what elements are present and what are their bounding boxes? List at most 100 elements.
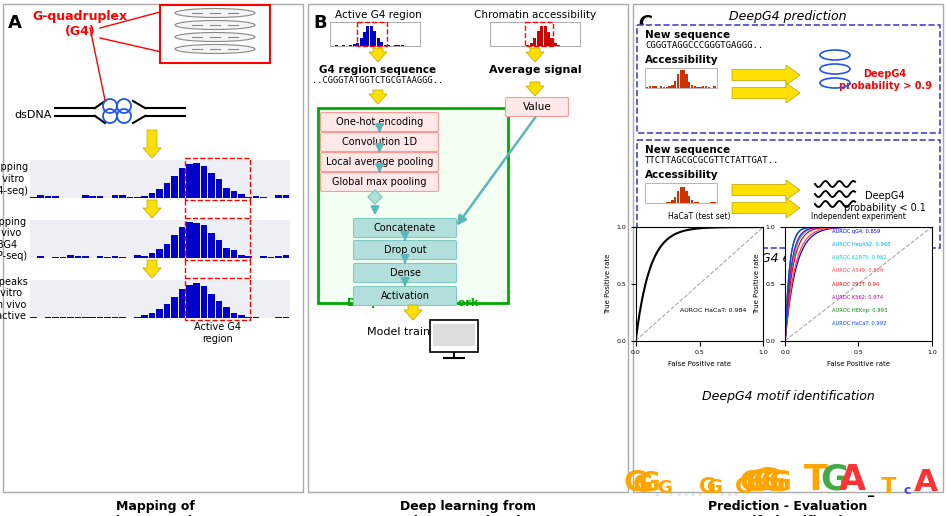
Bar [238, 194, 244, 198]
Bar [713, 86, 716, 88]
Text: Mapping
in vitro
(G4-seq): Mapping in vitro (G4-seq) [0, 163, 28, 196]
Text: G: G [735, 477, 753, 496]
Text: AUROC HaCaT: 0.984: AUROC HaCaT: 0.984 [680, 308, 746, 313]
Bar [645, 68, 717, 88]
Bar [283, 317, 289, 318]
Polygon shape [143, 130, 161, 158]
Ellipse shape [175, 21, 255, 29]
Text: T: T [804, 463, 828, 497]
Bar [216, 301, 222, 318]
Bar [679, 70, 682, 88]
Bar [179, 168, 185, 198]
Text: G-quadruplex
(G4): G-quadruplex (G4) [32, 10, 128, 38]
Text: c: c [721, 492, 724, 496]
Bar [397, 45, 400, 46]
Text: Convolution 1D: Convolution 1D [342, 137, 417, 147]
Bar [179, 228, 185, 258]
Bar [359, 38, 362, 46]
Bar [394, 45, 397, 46]
Bar [308, 4, 628, 492]
Text: c: c [677, 492, 680, 496]
Bar [275, 256, 282, 258]
Bar [44, 196, 51, 198]
Y-axis label: True Positive rate: True Positive rate [604, 253, 611, 314]
Bar [330, 22, 420, 46]
Bar [544, 26, 547, 46]
Bar [185, 278, 250, 320]
Text: G: G [769, 469, 792, 496]
Bar [104, 257, 111, 258]
Bar [490, 22, 580, 46]
Bar [201, 166, 207, 198]
Text: Deep neural network: Deep neural network [347, 298, 479, 308]
Text: G: G [752, 465, 779, 496]
Polygon shape [143, 200, 161, 218]
Bar [268, 256, 274, 258]
Bar [134, 197, 141, 198]
Bar [193, 283, 200, 318]
Bar [112, 317, 118, 318]
X-axis label: False Positive rate: False Positive rate [668, 361, 731, 367]
Bar [223, 248, 230, 258]
Bar [401, 45, 404, 46]
Text: DeepG4
probability > 0.9: DeepG4 probability > 0.9 [838, 69, 932, 91]
Bar [383, 45, 387, 46]
Bar [142, 256, 148, 258]
Bar [366, 26, 370, 46]
Bar [356, 43, 359, 46]
Bar [688, 196, 691, 203]
Bar [127, 197, 133, 198]
Polygon shape [526, 48, 544, 62]
Text: A: A [8, 14, 22, 32]
FancyBboxPatch shape [321, 112, 439, 132]
Bar [156, 189, 163, 198]
Bar [208, 233, 215, 258]
FancyBboxPatch shape [321, 133, 439, 152]
FancyBboxPatch shape [354, 286, 457, 305]
Bar [82, 196, 89, 198]
Text: AUROC K562: 0.974: AUROC K562: 0.974 [832, 295, 884, 300]
Bar [283, 195, 289, 198]
Text: B: B [313, 14, 326, 32]
Ellipse shape [175, 8, 255, 18]
Bar [705, 86, 708, 88]
Bar [119, 317, 126, 318]
Text: Accessibility: Accessibility [645, 170, 719, 180]
Bar [82, 256, 89, 258]
Bar [666, 202, 668, 203]
Text: New sequence: New sequence [645, 30, 730, 40]
Polygon shape [143, 260, 161, 278]
Bar [96, 256, 103, 258]
Text: G: G [745, 467, 771, 496]
Polygon shape [526, 82, 544, 96]
Text: Average signal: Average signal [489, 65, 581, 75]
Bar [96, 317, 103, 318]
Bar [149, 253, 155, 258]
Bar [134, 255, 141, 258]
Bar [253, 196, 259, 198]
Bar [551, 38, 553, 46]
Bar [231, 250, 237, 258]
Bar [685, 74, 688, 88]
Bar [186, 165, 193, 198]
Bar [637, 25, 940, 133]
FancyBboxPatch shape [354, 218, 457, 237]
Text: G: G [639, 471, 661, 496]
Text: _: _ [867, 484, 874, 497]
Bar [676, 190, 679, 203]
Bar [171, 176, 178, 198]
Text: G4 region sequence: G4 region sequence [320, 65, 436, 75]
Bar [688, 82, 691, 88]
Text: AUROC qG4: 0.859: AUROC qG4: 0.859 [832, 229, 881, 234]
Bar [30, 280, 290, 318]
Bar [30, 160, 290, 198]
FancyBboxPatch shape [354, 240, 457, 260]
Text: One-hot encoding: One-hot encoding [336, 117, 423, 127]
Text: A: A [839, 463, 867, 497]
Bar [193, 223, 200, 258]
Bar [231, 313, 237, 318]
Text: T: T [882, 477, 897, 497]
Text: Drop out: Drop out [384, 245, 427, 255]
Text: Chromatin accessibility: Chromatin accessibility [474, 10, 596, 20]
Bar [526, 45, 530, 46]
